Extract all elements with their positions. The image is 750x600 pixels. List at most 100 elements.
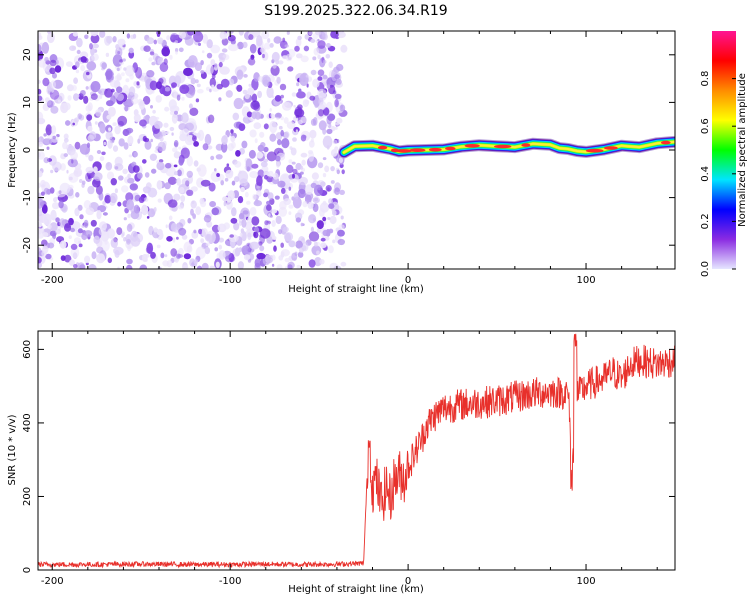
noise-speck bbox=[254, 138, 258, 144]
noise-speck bbox=[126, 223, 133, 232]
noise-speck bbox=[49, 59, 57, 67]
noise-speck bbox=[310, 69, 317, 76]
snr-panel: -200 -100 0 100 0 200 400 600 Height of straig… bbox=[7, 330, 676, 595]
noise-speck bbox=[195, 79, 199, 84]
noise-speck bbox=[257, 144, 265, 152]
noise-speck bbox=[269, 108, 272, 112]
noise-speck bbox=[251, 163, 259, 169]
y-tick-label: 0 bbox=[22, 147, 33, 153]
noise-speck bbox=[137, 138, 141, 144]
noise-speck bbox=[52, 72, 57, 79]
noise-speck bbox=[50, 80, 56, 89]
noise-speck bbox=[117, 38, 126, 46]
noise-speck bbox=[269, 43, 274, 48]
noise-speck bbox=[284, 257, 290, 263]
noise-speck bbox=[75, 61, 80, 68]
noise-speck bbox=[209, 265, 216, 269]
noise-speck bbox=[229, 234, 234, 238]
noise-speck bbox=[90, 93, 98, 100]
noise-speck bbox=[300, 55, 309, 63]
noise-speck bbox=[58, 200, 64, 209]
noise-speck bbox=[300, 152, 308, 158]
noise-speck bbox=[184, 36, 194, 46]
noise-speck bbox=[254, 258, 261, 268]
noise-speck bbox=[63, 254, 72, 263]
spectrogram-y-label: Frequency (Hz) bbox=[7, 112, 18, 188]
noise-speck bbox=[327, 217, 331, 220]
noise-speck bbox=[157, 141, 166, 152]
noise-speck bbox=[238, 31, 244, 36]
noise-speck bbox=[209, 201, 217, 208]
noise-speck bbox=[110, 237, 119, 249]
noise-speck bbox=[218, 250, 226, 260]
noise-speck bbox=[49, 222, 58, 232]
noise-speck bbox=[241, 140, 248, 149]
noise-speck bbox=[55, 228, 61, 235]
noise-speck bbox=[150, 105, 153, 109]
noise-speck bbox=[38, 170, 43, 178]
noise-speck bbox=[173, 193, 181, 201]
noise-speck bbox=[50, 169, 54, 174]
noise-speck bbox=[334, 74, 340, 80]
noise-speck bbox=[51, 125, 57, 135]
noise-speck bbox=[55, 59, 59, 65]
noise-speck bbox=[324, 236, 330, 241]
noise-speck bbox=[244, 221, 253, 231]
noise-speck bbox=[215, 261, 220, 268]
noise-speck bbox=[38, 43, 42, 53]
noise-speck bbox=[248, 83, 252, 87]
noise-speck bbox=[127, 135, 134, 146]
noise-speck bbox=[266, 204, 272, 211]
noise-speck bbox=[279, 83, 287, 91]
noise-speck bbox=[274, 38, 280, 44]
noise-speck bbox=[151, 168, 157, 174]
noise-speck bbox=[287, 264, 293, 269]
noise-speck bbox=[238, 213, 245, 220]
noise-speck bbox=[181, 128, 190, 139]
noise-speck bbox=[149, 51, 155, 56]
noise-speck bbox=[144, 140, 152, 150]
snr-y-axis: 0 200 400 600 bbox=[22, 340, 675, 573]
noise-speck bbox=[268, 213, 271, 218]
noise-speck bbox=[41, 250, 47, 257]
noise-speck bbox=[291, 196, 295, 201]
noise-speck bbox=[308, 140, 315, 148]
noise-speck bbox=[123, 99, 134, 108]
noise-speck bbox=[174, 110, 178, 115]
noise-speck bbox=[63, 153, 68, 158]
noise-speck bbox=[154, 120, 163, 129]
noise-speck bbox=[88, 264, 97, 269]
noise-speck bbox=[186, 155, 193, 167]
noise-speck bbox=[284, 102, 288, 107]
noise-speck bbox=[243, 254, 251, 261]
noise-speck bbox=[103, 141, 107, 146]
noise-speck bbox=[146, 37, 155, 45]
noise-speck bbox=[276, 264, 283, 269]
noise-speck bbox=[259, 245, 265, 252]
noise-speck bbox=[38, 35, 43, 41]
noise-speck bbox=[76, 49, 81, 55]
noise-speck bbox=[157, 37, 164, 45]
noise-speck bbox=[107, 139, 113, 149]
noise-speck bbox=[247, 57, 256, 66]
noise-speck bbox=[184, 136, 194, 146]
noise-speck bbox=[341, 169, 345, 175]
figure-title: S199.2025.322.06.34.R19 bbox=[264, 3, 447, 19]
noise-speck bbox=[193, 31, 204, 43]
noise-speck bbox=[308, 231, 320, 242]
noise-speck bbox=[93, 172, 103, 182]
colorbar-tick-label: 0.2 bbox=[700, 213, 711, 229]
noise-speck bbox=[114, 125, 121, 135]
noise-speck bbox=[256, 185, 261, 189]
noise-speck bbox=[50, 105, 59, 114]
noise-speck bbox=[215, 143, 223, 151]
noise-speck bbox=[96, 253, 106, 264]
noise-speck bbox=[292, 137, 297, 142]
noise-speck bbox=[300, 222, 304, 227]
noise-speck bbox=[308, 151, 315, 162]
noise-speck bbox=[255, 35, 263, 47]
noise-speck bbox=[248, 149, 256, 159]
noise-speck bbox=[98, 192, 104, 201]
noise-speck bbox=[38, 151, 45, 160]
noise-speck bbox=[43, 138, 53, 145]
